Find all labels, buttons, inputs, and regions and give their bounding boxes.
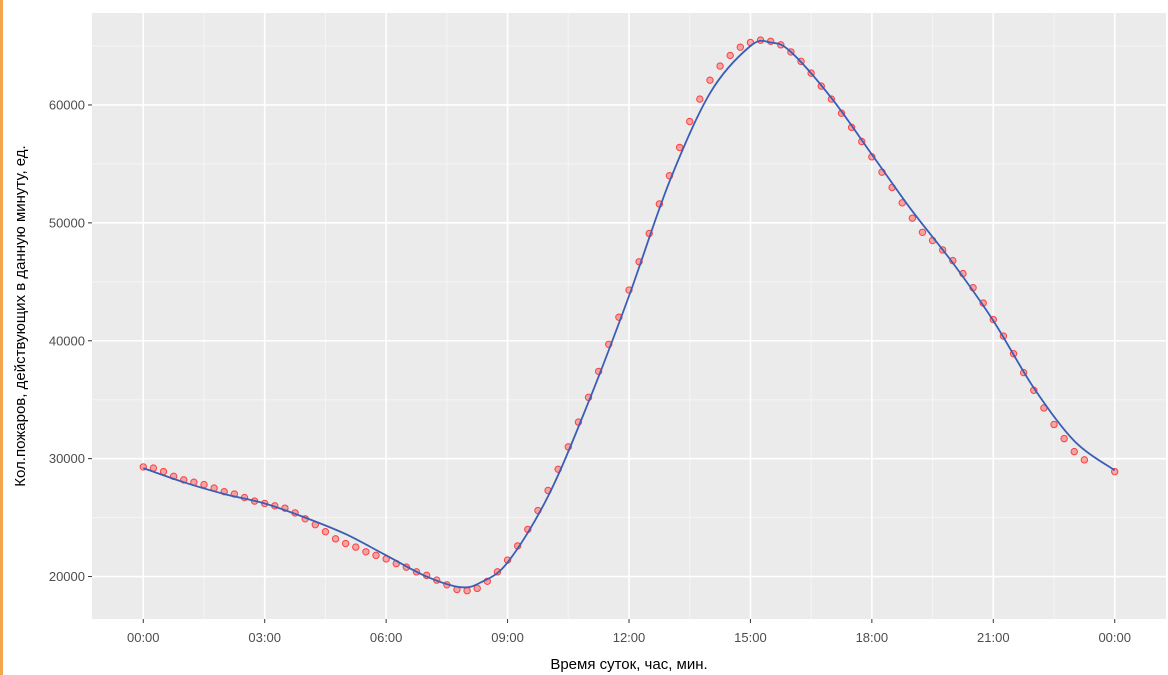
data-point bbox=[362, 548, 370, 556]
data-point bbox=[1080, 456, 1089, 464]
x-tick-label: 12:00 bbox=[613, 630, 646, 645]
data-point bbox=[1050, 420, 1058, 429]
data-point bbox=[372, 551, 380, 560]
major-gridlines bbox=[92, 13, 1166, 619]
y-axis-title: Кол.пожаров, действующих в данную минуту… bbox=[12, 145, 29, 486]
data-point bbox=[1070, 447, 1078, 456]
data-point bbox=[341, 539, 350, 548]
x-tick-label: 21:00 bbox=[977, 630, 1010, 645]
data-point bbox=[463, 587, 471, 595]
data-point bbox=[696, 95, 704, 103]
data-point bbox=[1060, 434, 1068, 443]
data-point bbox=[736, 43, 745, 51]
data-point bbox=[321, 528, 330, 536]
x-tick-label: 00:00 bbox=[127, 630, 160, 645]
x-tick-label: 09:00 bbox=[491, 630, 524, 645]
x-tick-label: 03:00 bbox=[248, 630, 281, 645]
x-axis-title: Время суток, час, мин. bbox=[550, 656, 707, 673]
smooth-trend-line bbox=[143, 39, 1116, 589]
data-point bbox=[706, 76, 714, 84]
x-tick-label: 06:00 bbox=[370, 630, 403, 645]
data-point bbox=[352, 543, 360, 551]
data-point bbox=[716, 62, 724, 70]
x-axis: 00:00 03:00 06:00 09:00 12:00 15:00 18:00 21:00… bbox=[127, 619, 1131, 645]
data-point bbox=[331, 535, 340, 543]
left-edge-strip bbox=[0, 0, 3, 675]
data-point bbox=[908, 214, 917, 222]
y-tick-label: 50000 bbox=[49, 215, 85, 230]
data-point bbox=[918, 228, 927, 236]
data-point bbox=[686, 117, 694, 126]
y-tick-label: 60000 bbox=[49, 97, 85, 112]
y-axis: 20000 30000 40000 50000 60000 bbox=[49, 97, 92, 584]
x-tick-label: 15:00 bbox=[734, 630, 767, 645]
data-point bbox=[200, 480, 208, 489]
y-tick-label: 40000 bbox=[49, 333, 85, 348]
smooth-line bbox=[143, 39, 1116, 589]
x-tick-label: 00:00 bbox=[1098, 630, 1131, 645]
x-tick-label: 18:00 bbox=[856, 630, 889, 645]
y-tick-label: 20000 bbox=[49, 569, 85, 584]
y-tick-label: 30000 bbox=[49, 451, 85, 466]
data-point bbox=[726, 51, 734, 60]
